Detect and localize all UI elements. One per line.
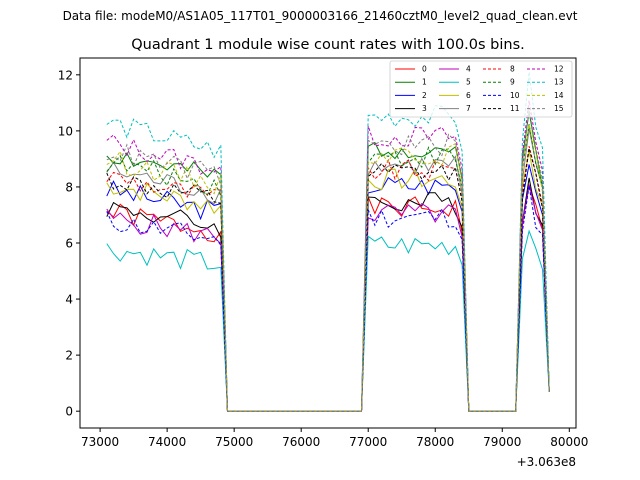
chart-title: Quadrant 1 module wise count rates with … (131, 37, 525, 53)
x-tick-label: 76000 (282, 435, 320, 449)
legend-label-13: 13 (554, 78, 564, 87)
legend-label-4: 4 (466, 65, 471, 74)
legend-label-14: 14 (554, 91, 564, 100)
axis-ticks: 73000 74000 75000 76000 77000 78000 79000 80000… (58, 68, 589, 449)
legend-label-8: 8 (510, 65, 515, 74)
legend-label-0: 0 (422, 65, 427, 74)
y-tick-label: 10 (58, 124, 73, 138)
legend-label-9: 9 (510, 78, 515, 87)
legend-label-12: 12 (554, 65, 564, 74)
x-tick-label: 77000 (349, 435, 387, 449)
x-tick-label: 74000 (148, 435, 186, 449)
legend-label-2: 2 (422, 91, 427, 100)
y-tick-label: 2 (65, 349, 73, 363)
legend-label-1: 1 (422, 78, 427, 87)
y-tick-label: 12 (58, 68, 73, 82)
y-tick-label: 8 (65, 180, 73, 194)
y-tick-label: 0 (65, 405, 73, 419)
y-tick-label: 4 (65, 293, 73, 307)
legend-label-7: 7 (466, 104, 471, 113)
legend-box (389, 60, 573, 118)
series-line-14 (106, 124, 550, 412)
plot-area (106, 71, 550, 412)
series-line-13 (106, 71, 550, 412)
x-tick-label: 75000 (215, 435, 253, 449)
figure-suptitle: Data file: modeM0/AS1A05_117T01_90000031… (63, 9, 578, 23)
series-line-15 (106, 108, 550, 412)
legend-label-10: 10 (510, 91, 520, 100)
legend-label-5: 5 (466, 78, 471, 87)
legend-label-11: 11 (510, 104, 520, 113)
series-line-5 (106, 229, 550, 412)
x-tick-label: 73000 (81, 435, 119, 449)
legend-label-15: 15 (554, 104, 564, 113)
x-tick-label: 80000 (550, 435, 588, 449)
y-tick-label: 6 (65, 237, 73, 251)
x-offset-label: +3.063e8 (517, 455, 576, 469)
series-line-10 (106, 185, 550, 412)
legend-label-6: 6 (466, 91, 471, 100)
legend-label-3: 3 (422, 104, 427, 113)
x-tick-label: 79000 (483, 435, 521, 449)
x-tick-label: 78000 (416, 435, 454, 449)
